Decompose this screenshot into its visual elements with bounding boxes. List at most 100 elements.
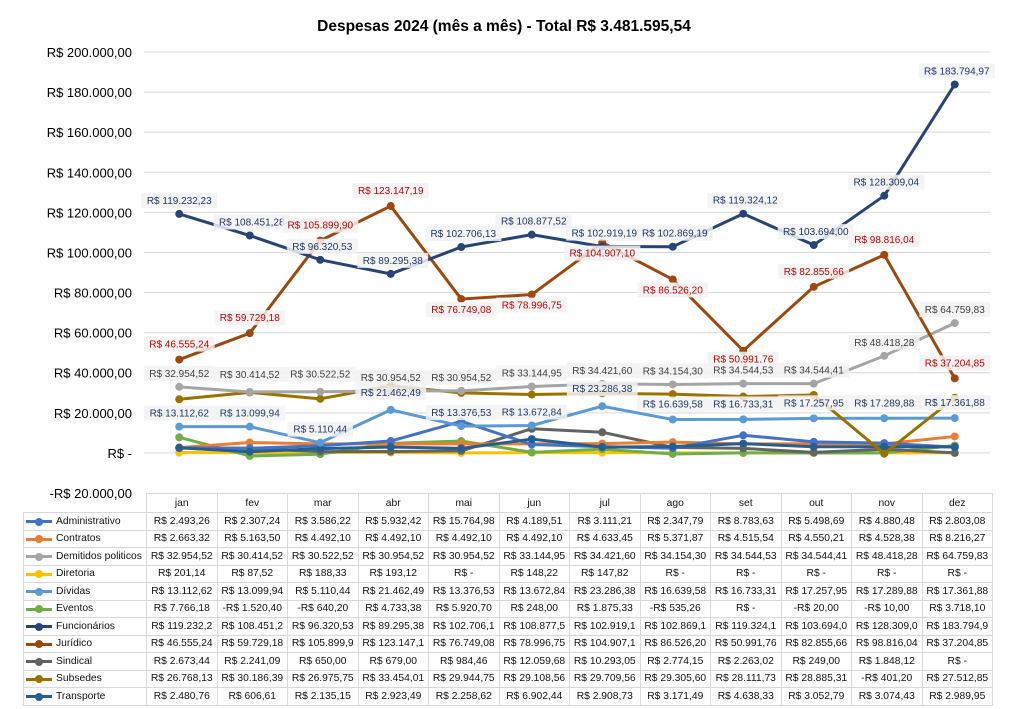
table-cell: R$ - — [428, 564, 500, 583]
data-label: R$ 123.147,19 — [352, 183, 429, 199]
table-cell: R$ 10.293,05 — [569, 652, 641, 671]
svg-text:R$ 30.954,52: R$ 30.954,52 — [361, 373, 421, 384]
svg-text:R$ 32.954,52: R$ 32.954,52 — [149, 369, 209, 380]
table-cell: R$ 3.718,10 — [921, 599, 993, 618]
table-cell: R$ 148,22 — [498, 564, 570, 583]
table-cell: R$ 102.706,1 — [428, 617, 500, 636]
series-line — [179, 419, 955, 450]
svg-text:R$ 76.749,08: R$ 76.749,08 — [431, 305, 491, 316]
svg-text:R$ 86.526,20: R$ 86.526,20 — [643, 285, 703, 296]
table-row: Diretoria R$ 201,14 R$ 87,52 R$ 188,33 R$ 19… — [23, 564, 993, 583]
table-cell: R$ 201,14 — [146, 564, 218, 583]
chart-title: Despesas 2024 (mês a mês) - Total R$ 3.4… — [317, 18, 691, 35]
data-point — [527, 290, 536, 299]
table-cell: R$ 30.186,39 — [216, 669, 288, 688]
table-cell: R$ 108.451,2 — [216, 617, 288, 636]
data-label: R$ 105.899,90 — [282, 217, 359, 233]
table-cell: R$ 48.418,28 — [851, 547, 923, 566]
data-point — [668, 449, 677, 458]
table-cell: R$ 4.492,10 — [287, 529, 359, 548]
y-tick-label: R$ 180.000,00 — [47, 85, 132, 100]
table-header-out: out — [780, 493, 852, 513]
table-cell: R$ 34.421,60 — [569, 547, 641, 566]
data-label: R$ 13.099,94 — [214, 405, 286, 421]
data-point — [245, 329, 254, 338]
data-point — [457, 444, 466, 453]
table-cell: R$ - — [710, 599, 782, 618]
table-cell: R$ 59.729,18 — [216, 634, 288, 653]
data-point — [880, 414, 889, 423]
table-cell: R$ 4.633,45 — [569, 529, 641, 548]
table-cell: -R$ 20,00 — [780, 599, 852, 618]
legend-entry: Sindical — [23, 652, 147, 671]
table-cell: R$ 37.204,85 — [921, 634, 993, 653]
data-point — [739, 379, 748, 388]
svg-text:R$ 64.759,83: R$ 64.759,83 — [925, 305, 985, 316]
data-label: R$ 16.639,58 — [637, 396, 709, 412]
table-row: Administrativo R$ 2.493,26 R$ 2.307,24 R$ 3… — [23, 512, 993, 531]
svg-text:R$ 89.295,38: R$ 89.295,38 — [363, 256, 423, 267]
table-cell: R$ 2.673,44 — [146, 652, 218, 671]
table-cell: R$ 5.498,69 — [780, 512, 852, 531]
legend-label: Jurídico — [56, 638, 93, 650]
legend-key-icon — [26, 569, 52, 579]
data-point — [175, 395, 184, 404]
table-cell: R$ 29.709,56 — [569, 669, 641, 688]
table-cell: R$ 30.522,52 — [287, 547, 359, 566]
y-tick-label: R$ 80.000,00 — [54, 286, 132, 301]
series-line — [179, 427, 955, 455]
table-cell: -R$ 10,00 — [851, 599, 923, 618]
table-cell: R$ 4.492,10 — [428, 529, 500, 548]
table-cell: R$ 4.492,10 — [357, 529, 429, 548]
table-cell: R$ 13.672,84 — [498, 582, 570, 601]
data-point — [245, 447, 254, 456]
table-header-jan: jan — [146, 493, 218, 513]
y-tick-label: R$ - — [107, 446, 132, 461]
svg-text:R$ 13.672,84: R$ 13.672,84 — [502, 408, 562, 419]
data-point — [175, 422, 184, 431]
svg-text:R$ 13.099,94: R$ 13.099,94 — [220, 409, 280, 420]
data-point — [527, 230, 536, 239]
data-label: R$ 37.204,85 — [919, 355, 991, 371]
data-point — [175, 209, 184, 218]
legend-entry: Administrativo — [23, 512, 147, 531]
data-label: R$ 48.418,28 — [848, 334, 920, 350]
data-label: R$ 183.794,97 — [918, 63, 995, 79]
table-cell: -R$ 401,20 — [851, 669, 923, 688]
svg-text:R$ 108.451,28: R$ 108.451,28 — [219, 218, 285, 229]
data-point — [880, 191, 889, 200]
table-header-jul: jul — [569, 493, 641, 513]
svg-text:R$ 30.522,52: R$ 30.522,52 — [290, 370, 350, 381]
data-point — [316, 387, 325, 396]
legend-entry: Diretoria — [23, 564, 147, 583]
table-cell: R$ 12.059,68 — [498, 652, 570, 671]
table-cell: R$ 15.764,98 — [428, 512, 500, 531]
table-cell: R$ 13.112,62 — [146, 582, 218, 601]
data-label: R$ 17.289,88 — [848, 395, 920, 411]
svg-text:R$ 16.733,31: R$ 16.733,31 — [713, 399, 773, 410]
table-cell: R$ 4.515,54 — [710, 529, 782, 548]
data-point — [175, 433, 184, 442]
data-point — [386, 202, 395, 211]
svg-text:R$ 34.421,60: R$ 34.421,60 — [572, 366, 632, 377]
legend-label: Administrativo — [56, 515, 121, 527]
legend-key-icon — [26, 621, 52, 631]
svg-text:R$ 21.462,49: R$ 21.462,49 — [361, 388, 421, 399]
table-cell: R$ - — [780, 564, 852, 583]
legend-label: Subsedes — [56, 673, 102, 685]
table-cell: R$ 33.454,01 — [357, 669, 429, 688]
table-cell: R$ 679,00 — [357, 652, 429, 671]
data-point — [175, 355, 184, 364]
table-cell: R$ 29.108,56 — [498, 669, 570, 688]
table-cell: R$ 4.550,21 — [780, 529, 852, 548]
table-cell: R$ 4.528,38 — [851, 529, 923, 548]
table-cell: R$ 5.920,70 — [428, 599, 500, 618]
table-cell: R$ 147,82 — [569, 564, 641, 583]
data-label: R$ 102.919,19 — [566, 225, 643, 241]
svg-text:R$ 119.232,23: R$ 119.232,23 — [147, 196, 212, 207]
svg-text:R$ 102.869,19: R$ 102.869,19 — [642, 229, 708, 240]
legend-key-icon — [26, 534, 52, 544]
legend-label: Funcionários — [56, 620, 115, 632]
data-point — [950, 319, 959, 328]
table-cell: R$ 102.919,1 — [569, 617, 641, 636]
